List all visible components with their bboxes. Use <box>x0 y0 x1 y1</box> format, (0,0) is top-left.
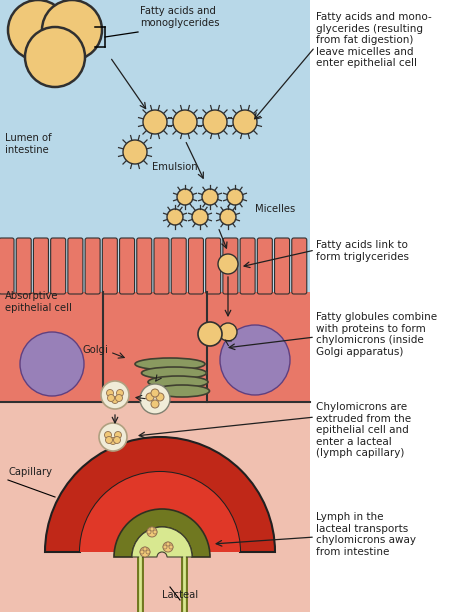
FancyBboxPatch shape <box>154 238 169 294</box>
Text: Fatty acids and mono-
glycerides (resulting
from fat digestion)
leave micelles a: Fatty acids and mono- glycerides (result… <box>316 12 432 69</box>
Circle shape <box>192 209 208 225</box>
Circle shape <box>108 395 115 401</box>
Circle shape <box>167 209 183 225</box>
Circle shape <box>146 393 154 401</box>
Circle shape <box>140 384 170 414</box>
Circle shape <box>166 542 170 546</box>
Circle shape <box>101 381 129 409</box>
Circle shape <box>203 110 227 134</box>
Circle shape <box>143 110 167 134</box>
Circle shape <box>169 545 173 549</box>
Circle shape <box>115 431 121 439</box>
Bar <box>0 292 310 402</box>
FancyBboxPatch shape <box>206 238 221 294</box>
FancyBboxPatch shape <box>257 238 273 294</box>
FancyBboxPatch shape <box>171 238 186 294</box>
FancyBboxPatch shape <box>85 238 100 294</box>
Circle shape <box>219 323 237 341</box>
Circle shape <box>107 389 113 397</box>
FancyBboxPatch shape <box>137 238 152 294</box>
Circle shape <box>220 325 290 395</box>
Text: Chylomicrons are
extruded from the
epithelial cell and
enter a lacteal
(lymph ca: Chylomicrons are extruded from the epith… <box>316 402 411 458</box>
Circle shape <box>163 542 173 552</box>
Circle shape <box>123 140 147 164</box>
Text: Micelles: Micelles <box>255 204 295 214</box>
Circle shape <box>163 545 167 549</box>
FancyBboxPatch shape <box>51 238 66 294</box>
Text: Fatty acids and
monoglycerides: Fatty acids and monoglycerides <box>140 6 219 28</box>
FancyBboxPatch shape <box>240 238 255 294</box>
Circle shape <box>156 393 164 401</box>
Ellipse shape <box>135 358 205 370</box>
FancyBboxPatch shape <box>274 238 290 294</box>
Circle shape <box>104 431 111 439</box>
Text: Capillary: Capillary <box>8 467 52 477</box>
Text: Fatty globules combine
with proteins to form
chylomicrons (inside
Golgi apparatu: Fatty globules combine with proteins to … <box>316 312 437 357</box>
Ellipse shape <box>148 376 208 388</box>
Text: Lumen of
intestine: Lumen of intestine <box>5 133 52 155</box>
Wedge shape <box>114 509 210 557</box>
Circle shape <box>113 436 120 444</box>
Circle shape <box>177 189 193 205</box>
Ellipse shape <box>142 367 207 379</box>
Circle shape <box>151 400 159 408</box>
Circle shape <box>143 547 147 551</box>
FancyBboxPatch shape <box>34 238 48 294</box>
Circle shape <box>227 189 243 205</box>
FancyBboxPatch shape <box>223 238 238 294</box>
Circle shape <box>111 397 118 403</box>
Circle shape <box>117 389 124 397</box>
Circle shape <box>147 530 151 534</box>
FancyBboxPatch shape <box>68 238 83 294</box>
Circle shape <box>218 254 238 274</box>
Circle shape <box>116 395 122 401</box>
FancyBboxPatch shape <box>189 238 203 294</box>
Circle shape <box>106 436 112 444</box>
Circle shape <box>233 110 257 134</box>
FancyBboxPatch shape <box>102 238 118 294</box>
Circle shape <box>151 389 159 397</box>
Text: Emulsion: Emulsion <box>152 162 198 172</box>
Circle shape <box>173 110 197 134</box>
Bar <box>0 0 310 292</box>
Circle shape <box>147 527 157 537</box>
Wedge shape <box>80 472 240 552</box>
Bar <box>310 0 474 612</box>
Text: Fatty acids link to
form triglycerides: Fatty acids link to form triglycerides <box>316 240 409 261</box>
Circle shape <box>150 527 154 531</box>
Circle shape <box>140 547 150 557</box>
Circle shape <box>198 322 222 346</box>
Wedge shape <box>45 437 275 552</box>
Circle shape <box>20 332 84 396</box>
Text: Absorptive
epithelial cell: Absorptive epithelial cell <box>5 291 72 313</box>
Circle shape <box>109 438 117 444</box>
Ellipse shape <box>155 385 210 397</box>
Circle shape <box>146 550 150 554</box>
Text: Golgi: Golgi <box>82 345 108 355</box>
Circle shape <box>8 0 68 60</box>
Circle shape <box>140 550 144 554</box>
Circle shape <box>153 530 157 534</box>
Circle shape <box>42 0 102 60</box>
FancyBboxPatch shape <box>292 238 307 294</box>
Wedge shape <box>132 527 192 557</box>
Circle shape <box>220 209 236 225</box>
FancyBboxPatch shape <box>119 238 135 294</box>
FancyBboxPatch shape <box>0 238 14 294</box>
Text: Lymph in the
lacteal transports
chylomicrons away
from intestine: Lymph in the lacteal transports chylomic… <box>316 512 416 557</box>
Bar <box>0 292 310 612</box>
Text: Lacteal: Lacteal <box>162 590 198 600</box>
Circle shape <box>25 27 85 87</box>
FancyBboxPatch shape <box>16 238 31 294</box>
Circle shape <box>99 423 127 451</box>
Circle shape <box>202 189 218 205</box>
